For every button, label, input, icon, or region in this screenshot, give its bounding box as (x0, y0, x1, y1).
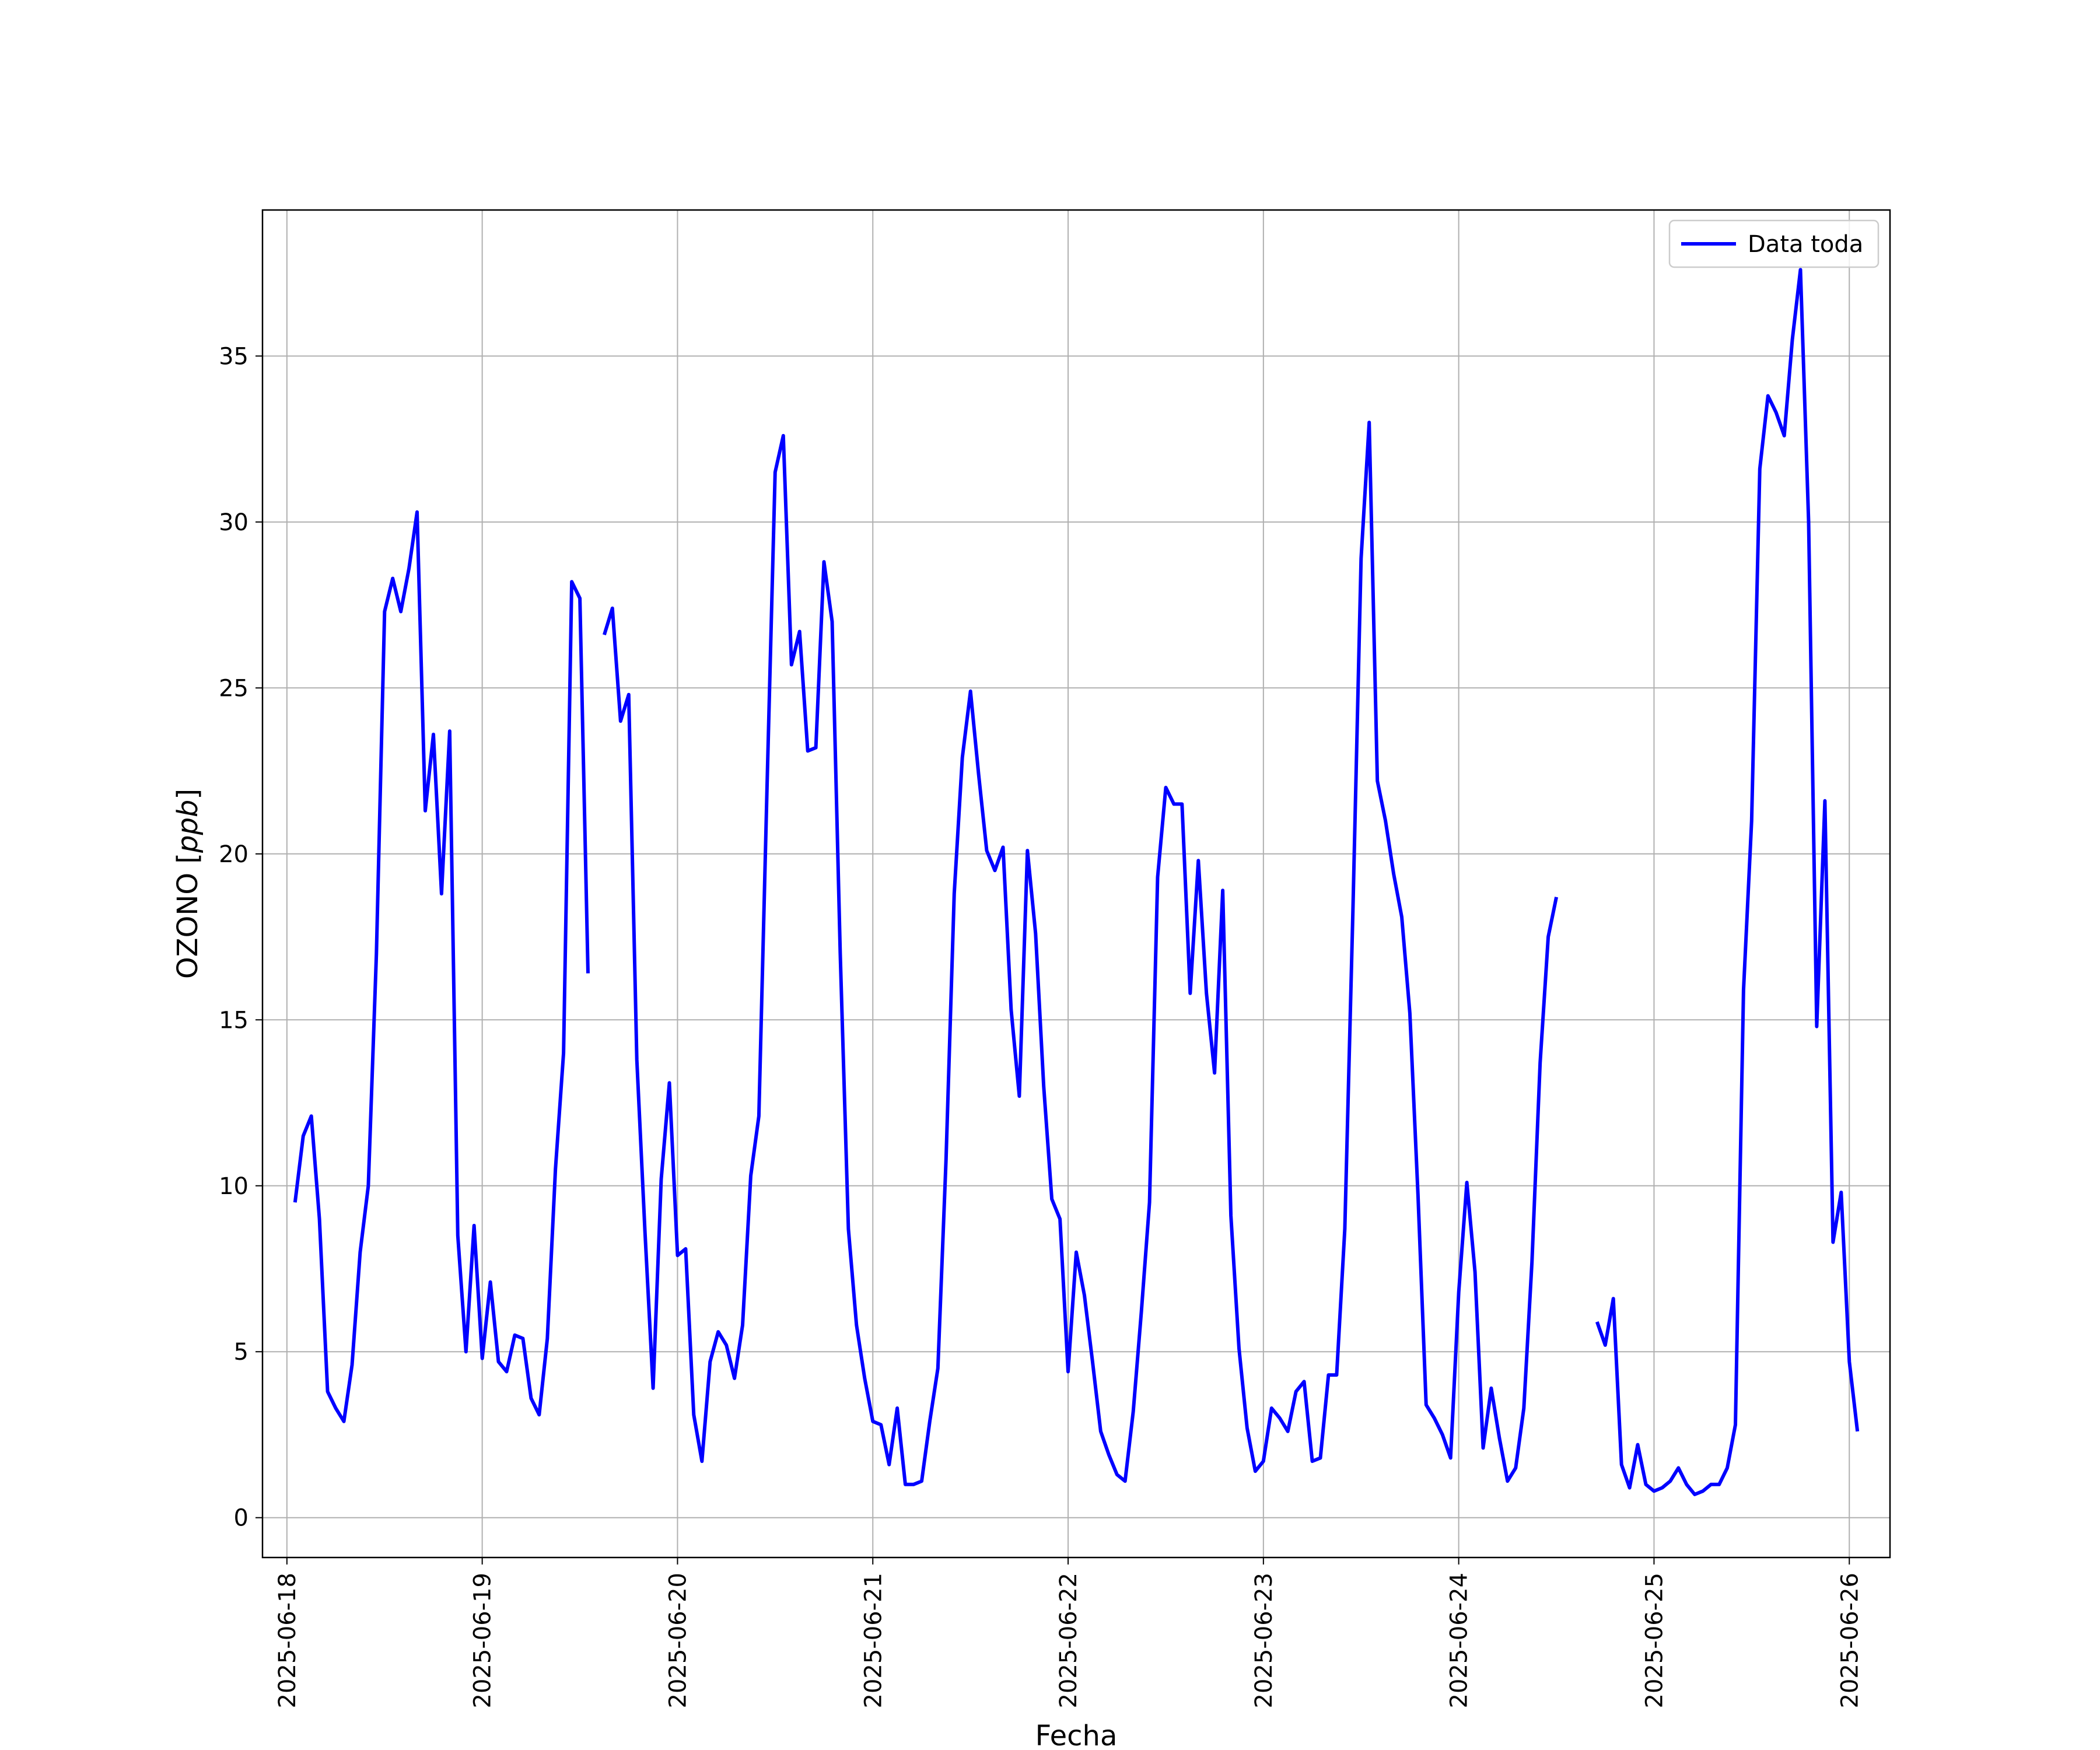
y-axis: 0 5 10 15 20 25 30 35 (219, 343, 262, 1532)
x-tick-label: 2025-06-24 (1446, 1573, 1473, 1708)
y-tick-label: 20 (219, 841, 249, 868)
y-axis-label-unit: ppb (172, 800, 204, 853)
y-tick-label: 0 (234, 1505, 249, 1532)
y-axis-label: OZONO [ppb] (172, 789, 204, 979)
x-tick-label: 2025-06-21 (860, 1573, 887, 1708)
x-tick-label: 2025-06-25 (1641, 1573, 1668, 1708)
x-tick-label: 2025-06-18 (274, 1573, 301, 1708)
legend-box (1668, 219, 1880, 268)
y-tick-label: 30 (219, 509, 249, 536)
legend: Data toda (1668, 219, 1880, 268)
y-tick-label: 10 (219, 1173, 249, 1200)
y-axis-label-text: OZONO [ (172, 853, 204, 979)
y-tick-label: 35 (219, 343, 249, 370)
y-tick-label: 25 (219, 675, 249, 702)
x-axis: 2025-06-18 2025-06-19 2025-06-20 2025-06-21… (274, 1558, 1863, 1708)
grid (262, 210, 1890, 1558)
x-tick-label: 2025-06-23 (1251, 1573, 1278, 1708)
series-line-0 (293, 268, 1860, 1496)
x-tick-label: 2025-06-19 (470, 1573, 496, 1708)
x-tick-label: 2025-06-26 (1836, 1573, 1863, 1708)
y-tick-label: 15 (219, 1007, 249, 1034)
x-tick-label: 2025-06-20 (664, 1573, 691, 1708)
x-axis-label: Fecha (1035, 1720, 1118, 1750)
legend-label: Data toda (1748, 231, 1863, 258)
series-layer (293, 268, 1860, 1496)
plot-frame (261, 209, 1891, 1559)
x-tick-label: 2025-06-22 (1055, 1573, 1082, 1708)
y-tick-label: 5 (234, 1339, 249, 1366)
plot-background (262, 210, 1890, 1558)
y-axis-label-close: ] (172, 789, 204, 800)
